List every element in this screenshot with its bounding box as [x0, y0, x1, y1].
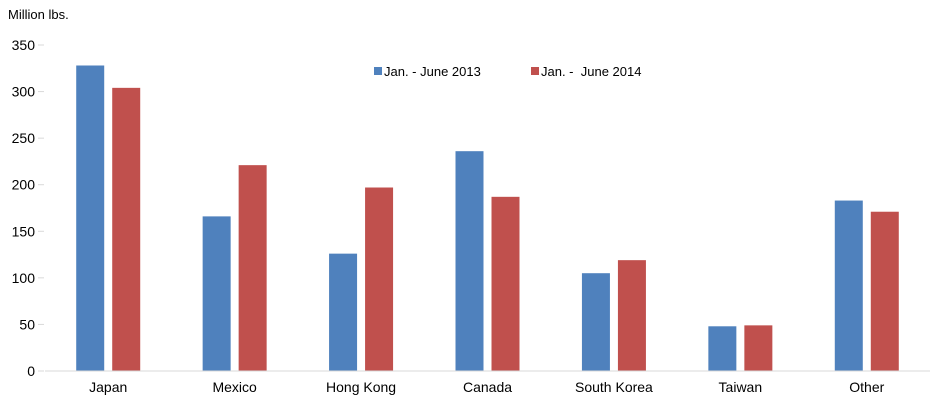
- bars: [76, 65, 899, 372]
- bar-taiwan-series-2: [744, 325, 773, 371]
- bar-canada-series-2: [491, 196, 520, 371]
- bar-canada-series-1: [455, 151, 484, 371]
- legend-swatch: [374, 67, 382, 75]
- bar-other-series-1: [834, 200, 863, 371]
- y-tick-label: 0: [27, 363, 35, 379]
- bar-taiwan-series-1: [708, 326, 737, 371]
- y-axis-unit-label: Million lbs.: [8, 7, 69, 22]
- bar-hong-kong-series-1: [329, 253, 358, 371]
- bar-mexico-series-2: [238, 165, 267, 371]
- legend: Jan. - June 2013 Jan. - June 2014: [374, 64, 641, 79]
- y-tick-label: 100: [12, 270, 36, 286]
- y-axis-ticks: 0 50 100 150 200 250 300 350: [12, 37, 44, 379]
- x-axis-category-labels: Japan Mexico Hong Kong Canada South Korea Tai…: [89, 379, 884, 395]
- x-category-label: South Korea: [575, 379, 653, 395]
- bar-hong-kong-series-2: [365, 187, 394, 371]
- legend-label: Jan. - June 2014: [541, 64, 641, 79]
- y-tick-label: 150: [12, 223, 36, 239]
- x-category-label: Mexico: [212, 379, 257, 395]
- y-tick-label: 50: [19, 316, 35, 332]
- bar-other-series-2: [870, 211, 899, 371]
- y-tick-label: 200: [12, 177, 36, 193]
- legend-swatch: [531, 67, 539, 75]
- x-category-label: Hong Kong: [326, 379, 396, 395]
- bar-japan-series-1: [76, 65, 105, 372]
- x-category-label: Taiwan: [719, 379, 763, 395]
- y-tick-label: 350: [12, 37, 36, 53]
- x-category-label: Canada: [463, 379, 512, 395]
- legend-label: Jan. - June 2013: [384, 64, 481, 79]
- bar-south-korea-series-1: [581, 273, 610, 371]
- x-category-label: Other: [849, 379, 884, 395]
- y-tick-label: 250: [12, 130, 36, 146]
- bar-mexico-series-1: [202, 216, 231, 371]
- bar-south-korea-series-2: [617, 260, 646, 371]
- y-tick-label: 300: [12, 84, 36, 100]
- bar-japan-series-2: [112, 87, 141, 372]
- x-category-label: Japan: [89, 379, 127, 395]
